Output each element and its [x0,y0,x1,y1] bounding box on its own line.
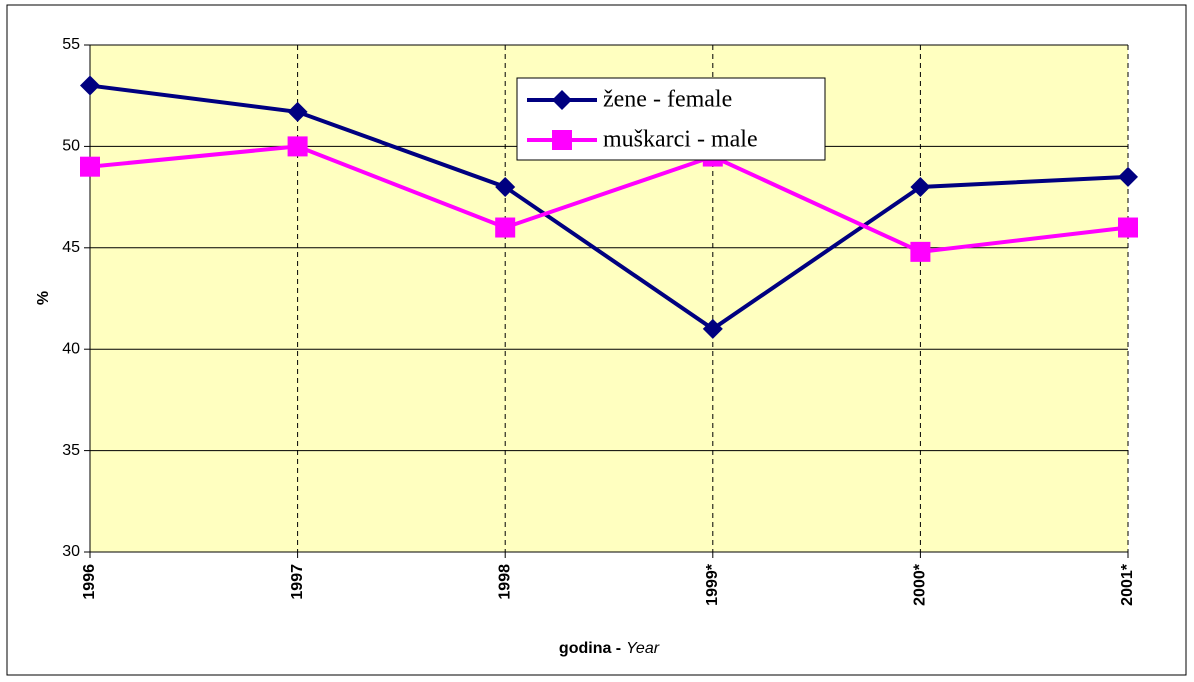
data-point [1118,166,1138,187]
x-tick-label: 1998 [496,564,513,600]
x-axis-label-main: godina - [559,640,621,657]
x-tick-label: 2001* [1119,563,1136,606]
legend: žene - female muškarci - male [516,77,826,161]
x-tick-label: 1999* [704,563,721,606]
legend-label: žene - female [603,87,732,113]
legend-marker [552,90,572,110]
data-point [910,241,931,262]
data-point [495,217,516,238]
x-tick-label: 2000* [912,563,929,606]
y-tick-label: 30 [62,543,80,560]
y-tick-label: 40 [62,340,80,357]
data-point [910,176,931,197]
y-tick-label: 35 [62,442,80,459]
data-point [702,318,723,339]
y-tick-label: 55 [62,36,80,53]
data-point [495,176,516,197]
y-tick-label: 45 [62,239,80,256]
legend-marker [552,130,572,150]
series-line [89,83,1129,332]
y-axis-label: % [35,291,52,305]
x-axis-label-en: Year [626,640,660,657]
x-tick-label: 1997 [289,564,306,600]
data-point [80,75,100,96]
x-axis-label: godina - Year [559,640,660,657]
y-tick-label: 50 [62,138,80,155]
data-point [287,136,308,157]
series-line [89,144,1129,254]
data-point [287,101,308,122]
x-tick-label: 1996 [81,564,98,600]
data-point [1118,217,1138,238]
legend-label: muškarci - male [603,127,758,153]
data-point [80,156,100,177]
